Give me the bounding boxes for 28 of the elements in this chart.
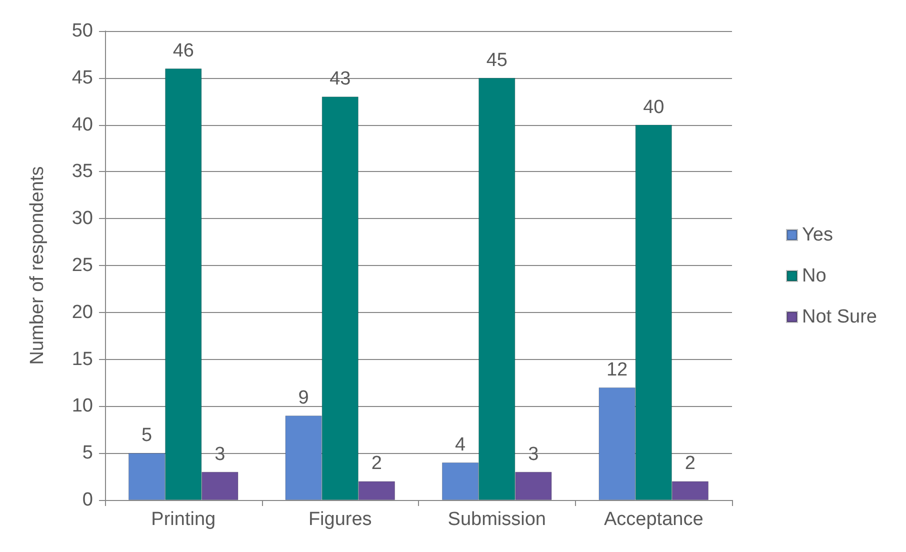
y-tick-label: 50: [72, 20, 93, 42]
legend-label: Yes: [802, 224, 833, 246]
x-tick-label: Printing: [151, 509, 216, 530]
data-label: 46: [172, 40, 194, 62]
y-tick-label: 20: [72, 302, 93, 323]
y-axis-title: Number of respondents: [27, 166, 48, 365]
data-label: 9: [298, 388, 309, 409]
y-tick-label: 25: [72, 255, 93, 276]
data-label: 4: [455, 434, 466, 456]
data-label: 40: [643, 96, 664, 118]
data-label: 12: [606, 359, 628, 380]
y-tick-label: 5: [82, 442, 93, 464]
data-label: 5: [142, 425, 152, 446]
y-tick-label: 45: [72, 67, 93, 88]
x-tick-label: Submission: [448, 509, 546, 530]
y-tick-label: 15: [72, 348, 93, 370]
y-tick-label: 0: [82, 490, 93, 510]
data-label: 45: [486, 50, 508, 71]
legend-label: Not Sure: [802, 306, 877, 328]
y-tick-label: 40: [72, 114, 93, 136]
y-tick-label: 30: [72, 208, 93, 230]
x-tick-label: Figures: [308, 509, 372, 530]
x-tick-label: Acceptance: [604, 509, 704, 530]
data-label: 2: [684, 453, 696, 474]
y-tick-label: 10: [72, 396, 93, 417]
legend-label: No: [802, 266, 826, 286]
data-label: 2: [371, 453, 382, 474]
y-tick-label: 35: [72, 161, 93, 182]
